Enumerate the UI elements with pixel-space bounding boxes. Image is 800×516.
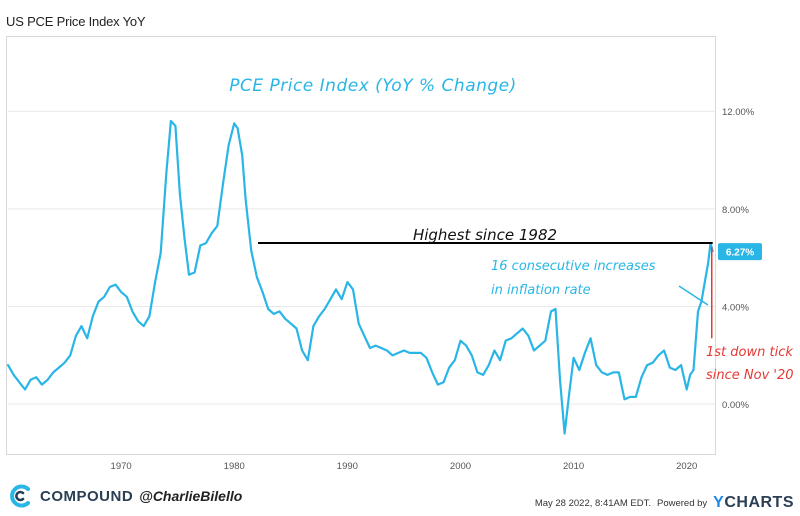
y-tick-label: 0.00%	[722, 400, 749, 411]
annotation-arrow	[678, 285, 709, 306]
powered-by-label: Powered by	[656, 497, 708, 509]
last-value-badge-bg	[718, 243, 762, 261]
y-tick-label: 4.00%	[722, 303, 749, 314]
annotation-consecutive-line2: in inflation rate	[491, 283, 591, 298]
y-tick-label: 8.00%	[722, 205, 749, 216]
ycharts-logo-rest: CHARTS	[724, 494, 794, 511]
pce-chart: 1970 1980 1990 2000 2010 2020 12.00% 8.00% 4.00…	[6, 76, 794, 472]
footer-branding: COMPOUND @CharlieBilello	[8, 484, 242, 508]
footer-source: May 28 2022, 8:41AM EDT. Powered by YCHA…	[535, 494, 794, 512]
brand-name: COMPOUND	[40, 487, 134, 505]
ycharts-logo: YCHARTS	[713, 494, 794, 512]
annotation-consecutive-line1: 16 consecutive increases	[491, 259, 656, 274]
pce-yoy-series-line	[6, 119, 714, 435]
x-tick-label: 2000	[450, 461, 471, 472]
x-tick-label: 1970	[111, 461, 132, 472]
chart-header-title: US PCE Price Index YoY	[6, 14, 146, 29]
x-tick-label: 2010	[563, 461, 584, 472]
x-tick-label: 1990	[337, 461, 358, 472]
annotation-down-tick-line1: 1st down tick	[706, 345, 793, 360]
plot-frame	[6, 36, 716, 455]
annotation-highest-since: Highest since 1982	[413, 226, 557, 244]
x-axis-ticks: 1970 1980 1990 2000 2010 2020	[111, 461, 698, 472]
annotation-down-tick-line2: since Nov '20	[706, 368, 794, 383]
y-axis-ticks: 12.00% 8.00% 4.00% 0.00%	[722, 107, 755, 411]
last-value-label: 6.27%	[726, 248, 754, 259]
author-handle: @CharlieBilello	[139, 488, 243, 504]
x-tick-label: 1980	[224, 461, 245, 472]
y-tick-label: 12.00%	[722, 107, 755, 118]
chart-title: PCE Price Index (YoY % Change)	[229, 76, 517, 96]
compound-logo-icon	[10, 484, 30, 508]
x-tick-label: 2020	[676, 461, 697, 472]
gridlines	[8, 110, 715, 405]
annotations: Highest since 1982 16 consecutive increas…	[257, 226, 794, 383]
ycharts-logo-y: Y	[713, 494, 725, 511]
last-value-badge: 6.27%	[718, 243, 762, 261]
timestamp: May 28 2022, 8:41AM EDT.	[534, 497, 651, 509]
